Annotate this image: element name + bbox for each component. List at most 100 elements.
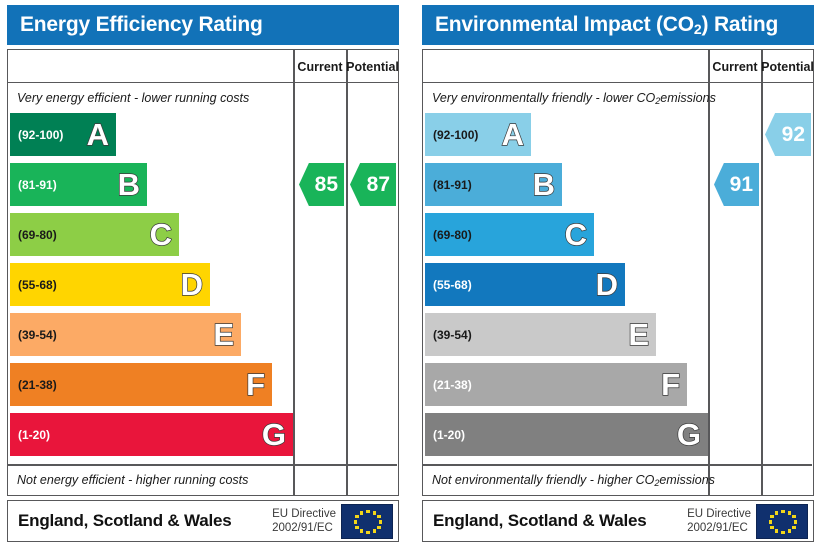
eu-flag-star	[775, 529, 779, 533]
chart-title-energy-efficiency: Energy Efficiency Rating	[7, 5, 399, 45]
band-letter-f: F	[245, 367, 265, 402]
eu-flag-star	[353, 520, 358, 524]
band-letter-b: B	[532, 167, 556, 202]
note-divider	[8, 464, 397, 466]
directive-line-2: 2002/91/EC	[272, 522, 333, 534]
chart-title-environmental-impact: Environmental Impact (CO 2) Rating	[422, 5, 814, 45]
band-bar-a: (92-100) A	[425, 113, 531, 156]
band-bar-d: (55-68) D	[10, 263, 210, 306]
band-range-f: (21-38)	[433, 377, 472, 392]
eu-flag-star	[355, 525, 359, 529]
band-bar-f: (21-38) F	[10, 363, 272, 406]
footer-region-label: England, Scotland & Wales	[433, 511, 647, 530]
band-bar-g: (1-20) G	[10, 413, 293, 456]
current-rating-value: 85	[314, 172, 338, 196]
note-divider	[423, 464, 812, 466]
eu-flag-star	[366, 530, 370, 535]
chart-title-text: Energy Efficiency Rating	[20, 13, 263, 36]
note-bottom: Not energy efficient - higher running co…	[8, 464, 293, 495]
rating-table-energy-efficiency: Current Potential Very energy efficient - …	[7, 49, 399, 496]
table-header-row	[423, 50, 813, 83]
band-range-e: (39-54)	[18, 327, 57, 342]
band-bar-g: (1-20) G	[425, 413, 708, 456]
band-range-b: (81-91)	[18, 177, 57, 192]
band-letter-f: F	[660, 367, 680, 402]
column-header-current: Current	[297, 59, 343, 74]
directive-line-2: 2002/91/EC	[687, 522, 748, 534]
potential-rating-arrow: 87	[350, 163, 396, 206]
eu-flag-star	[360, 529, 364, 533]
band-range-a: (92-100)	[433, 127, 479, 142]
band-letter-a: A	[86, 117, 110, 152]
eu-flag-star	[781, 509, 785, 514]
eu-flag-star	[768, 520, 773, 524]
band-letter-b: B	[117, 167, 141, 202]
band-letter-c: C	[564, 217, 588, 252]
band-range-a: (92-100)	[18, 127, 64, 142]
potential-rating-value: 92	[781, 122, 805, 146]
band-bar-f: (21-38) F	[425, 363, 687, 406]
band-bar-e: (39-54) E	[10, 313, 241, 356]
rating-table-environmental-impact: Current Potential Very environmentally fri…	[422, 49, 814, 496]
rating-bands: (92-100) A (81-91) B (69-80) C (55-68) D (39-54)…	[10, 113, 293, 464]
rating-bands: (92-100) A (81-91) B (69-80) C (55-68) D (39-54)…	[425, 113, 708, 464]
eu-flag-star	[770, 525, 774, 529]
eu-flag-star	[792, 525, 796, 529]
band-bar-c: (69-80) C	[10, 213, 179, 256]
eu-flag-star	[366, 509, 370, 514]
band-range-f: (21-38)	[18, 377, 57, 392]
footer-region-label: England, Scotland & Wales	[18, 511, 232, 530]
certificate-footer: England, Scotland & Wales EU Directive 200…	[422, 500, 814, 542]
band-bar-d: (55-68) D	[425, 263, 625, 306]
table-header-row	[8, 50, 398, 83]
eu-flag-star	[787, 511, 791, 515]
band-bar-e: (39-54) E	[425, 313, 656, 356]
band-letter-e: E	[213, 317, 235, 352]
band-letter-c: C	[149, 217, 173, 252]
column-header-potential: Potential	[346, 59, 399, 74]
column-header-potential: Potential	[761, 59, 814, 74]
band-range-g: (1-20)	[433, 427, 466, 442]
eu-flag-star	[377, 525, 381, 529]
eu-flag-star	[787, 529, 791, 533]
band-bar-c: (69-80) C	[425, 213, 594, 256]
chart-title-subscript: 2	[693, 21, 702, 37]
eu-flag-star	[781, 530, 785, 535]
current-rating-arrow: 91	[714, 163, 759, 206]
certificate-environmental-impact: Environmental Impact (CO 2) Rating Current…	[415, 0, 820, 547]
band-range-b: (81-91)	[433, 177, 472, 192]
band-range-c: (69-80)	[18, 227, 57, 242]
potential-rating-value: 87	[366, 172, 390, 196]
column-separator-potential	[346, 50, 348, 495]
note-top: Very energy efficient - lower running co…	[17, 91, 250, 105]
eu-flag-star	[378, 520, 383, 524]
eu-flag-star	[372, 529, 376, 533]
band-bar-b: (81-91) B	[10, 163, 147, 206]
eu-flag-star	[360, 511, 364, 515]
certificate-footer: England, Scotland & Wales EU Directive 200…	[7, 500, 399, 542]
eu-flag-star	[377, 515, 381, 519]
band-letter-g: G	[676, 417, 702, 452]
band-bar-a: (92-100) A	[10, 113, 116, 156]
band-letter-a: A	[501, 117, 525, 152]
band-letter-d: D	[595, 267, 619, 302]
column-separator-potential	[761, 50, 763, 495]
band-range-d: (55-68)	[18, 277, 57, 292]
chart-title-text: Environmental Impact (CO	[435, 13, 694, 36]
band-range-c: (69-80)	[433, 227, 472, 242]
band-range-e: (39-54)	[433, 327, 472, 342]
directive-line-1: EU Directive	[687, 507, 751, 520]
eu-flag-star	[792, 515, 796, 519]
eu-flag-star	[793, 520, 798, 524]
rating-column-potential: 92	[763, 113, 813, 464]
rating-column-potential: 87	[348, 113, 398, 464]
eu-flag-star	[775, 511, 779, 515]
rating-column-current: 91	[710, 113, 761, 464]
eu-flag-star	[770, 515, 774, 519]
band-letter-e: E	[628, 317, 650, 352]
note-bottom: Not environmentally friendly - higher CO…	[423, 464, 715, 495]
footer-directive-label: EU Directive 2002/91/EC	[687, 507, 756, 536]
band-bar-b: (81-91) B	[425, 163, 562, 206]
rating-column-current: 85	[295, 113, 346, 464]
